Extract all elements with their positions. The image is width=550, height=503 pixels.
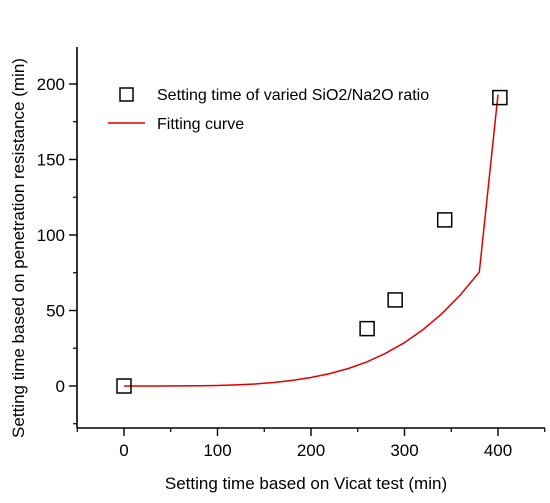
y-ticks: 0 50 100 150 200	[37, 75, 77, 425]
y-tick-label: 100	[37, 226, 65, 245]
data-point-marker	[359, 320, 375, 337]
x-axis-title: Setting time based on Vicat test (min)	[165, 474, 447, 493]
data-point-marker	[436, 212, 453, 228]
legend: Setting time of varied SiO2/Na2O ratio F…	[108, 87, 429, 133]
x-tick-label: 100	[203, 441, 231, 460]
legend-marker-square	[119, 87, 134, 102]
y-tick-label: 150	[37, 151, 65, 170]
y-tick-label: 200	[37, 75, 65, 94]
x-tick-label: 0	[119, 441, 128, 460]
x-ticks: 0 100 200 300 400	[76, 428, 546, 460]
y-axis-title: Setting time based on penetration resist…	[9, 58, 28, 438]
data-point-marker	[387, 292, 403, 308]
legend-label-scatter: Setting time of varied SiO2/Na2O ratio	[157, 87, 429, 104]
x-tick-label: 300	[390, 441, 418, 460]
fitting-curve-line	[124, 94, 499, 387]
y-tick-label: 0	[56, 377, 65, 396]
x-tick-label: 400	[484, 441, 512, 460]
x-tick-label: 200	[297, 441, 325, 460]
y-tick-label: 50	[46, 302, 65, 321]
data-point-marker	[492, 89, 508, 106]
data-markers	[116, 89, 508, 394]
data-point-marker	[116, 378, 132, 394]
legend-label-fit: Fitting curve	[157, 116, 244, 133]
plot-frame	[76, 47, 545, 429]
